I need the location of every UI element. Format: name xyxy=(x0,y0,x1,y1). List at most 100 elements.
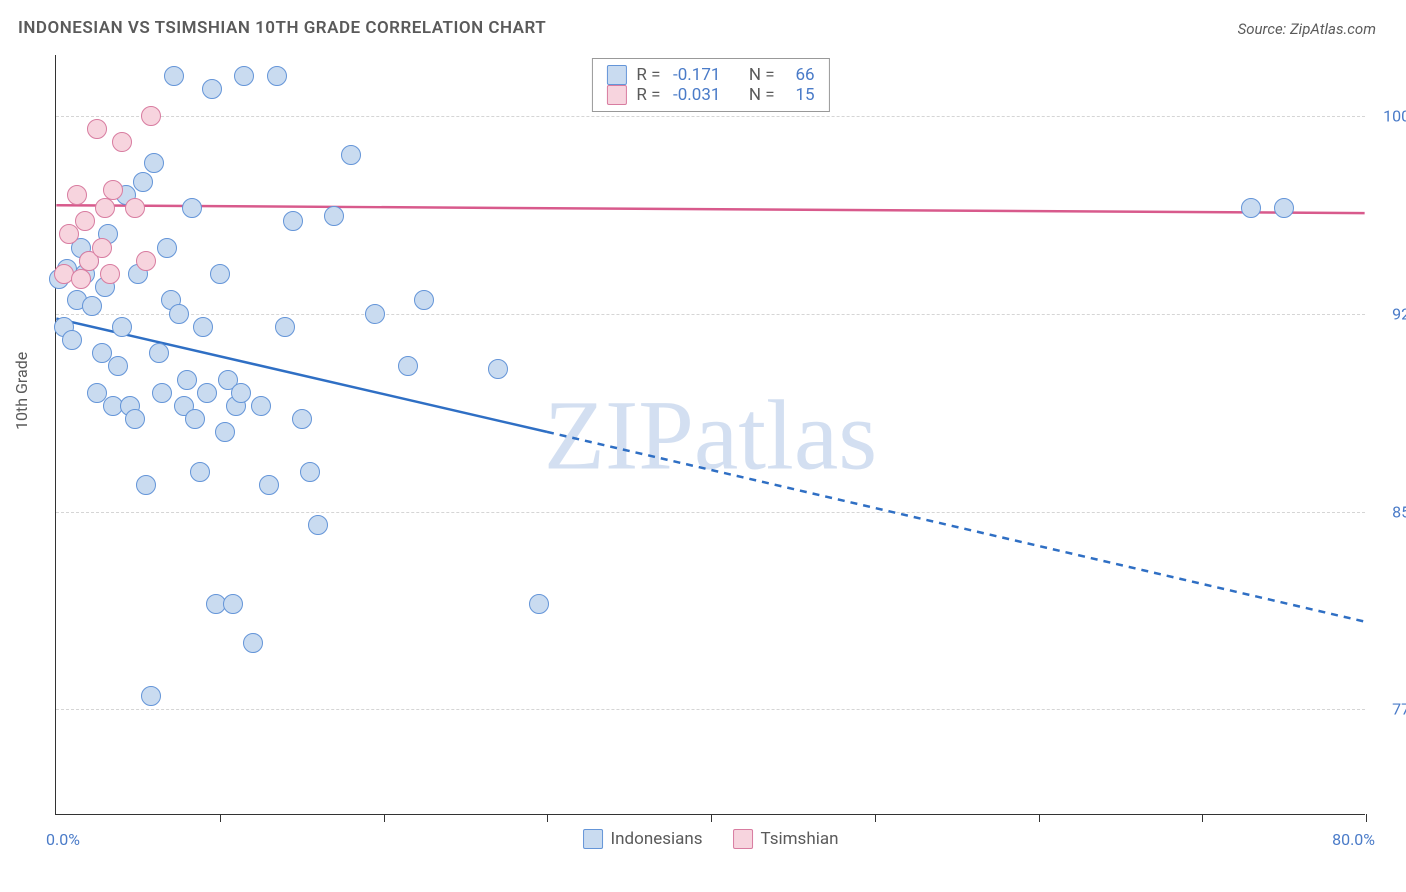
data-point xyxy=(136,251,156,271)
data-point xyxy=(1241,198,1261,218)
legend-swatch xyxy=(606,85,626,105)
data-point xyxy=(157,238,177,258)
data-point xyxy=(267,66,287,86)
gridline xyxy=(56,314,1365,315)
data-point xyxy=(59,224,79,244)
y-axis-label: 10th Grade xyxy=(12,352,31,430)
data-point xyxy=(223,594,243,614)
n-value: 66 xyxy=(785,65,815,85)
data-point xyxy=(185,409,205,429)
n-label: N = xyxy=(749,65,775,85)
x-tick xyxy=(384,814,385,822)
gridline xyxy=(56,116,1365,117)
source-credit: Source: ZipAtlas.com xyxy=(1238,20,1376,38)
data-point xyxy=(308,515,328,535)
x-tick xyxy=(547,814,548,822)
n-value: 15 xyxy=(785,85,815,105)
watermark: ZIPatlas xyxy=(544,377,877,492)
chart-title: INDONESIAN VS TSIMSHIAN 10TH GRADE CORRE… xyxy=(18,18,546,38)
data-point xyxy=(529,594,549,614)
correlation-legend: R = -0.171 N = 66 R = -0.031 N = 15 xyxy=(591,58,829,112)
data-point xyxy=(108,356,128,376)
legend-row: R = -0.171 N = 66 xyxy=(606,65,814,85)
x-tick xyxy=(1039,814,1040,822)
data-point xyxy=(215,422,235,442)
series-legend: Indonesians Tsimshian xyxy=(583,829,839,849)
data-point xyxy=(152,383,172,403)
data-point xyxy=(141,686,161,706)
data-point xyxy=(71,269,91,289)
data-point xyxy=(141,106,161,126)
r-value: -0.171 xyxy=(670,65,720,85)
data-point xyxy=(95,198,115,218)
data-point xyxy=(300,462,320,482)
data-point xyxy=(243,633,263,653)
data-point xyxy=(112,317,132,337)
data-point xyxy=(112,132,132,152)
data-point xyxy=(75,211,95,231)
gridline xyxy=(56,512,1365,513)
legend-swatch xyxy=(583,829,603,849)
data-point xyxy=(125,409,145,429)
data-point xyxy=(414,290,434,310)
legend-swatch xyxy=(733,829,753,849)
x-tick xyxy=(1366,814,1367,822)
data-point xyxy=(324,206,344,226)
legend-item: Tsimshian xyxy=(733,829,839,849)
legend-row: R = -0.031 N = 15 xyxy=(606,85,814,105)
data-point xyxy=(149,343,169,363)
x-tick xyxy=(875,814,876,822)
data-point xyxy=(82,296,102,316)
data-point xyxy=(398,356,418,376)
r-value: -0.031 xyxy=(670,85,720,105)
data-point xyxy=(169,304,189,324)
x-axis-max-label: 80.0% xyxy=(1332,830,1375,849)
trend-lines xyxy=(56,55,1365,814)
x-tick xyxy=(711,814,712,822)
data-point xyxy=(259,475,279,495)
data-point xyxy=(197,383,217,403)
data-point xyxy=(103,180,123,200)
legend-item: Indonesians xyxy=(583,829,703,849)
data-point xyxy=(164,66,184,86)
y-tick-label: 100.0% xyxy=(1375,106,1406,125)
legend-label: Indonesians xyxy=(611,829,703,849)
data-point xyxy=(488,359,508,379)
plot-area: 77.5%85.0%92.5%100.0% ZIPatlas R =-0.171… xyxy=(55,55,1365,815)
data-point xyxy=(231,383,251,403)
data-point xyxy=(92,238,112,258)
data-point xyxy=(67,185,87,205)
data-point xyxy=(62,330,82,350)
data-point xyxy=(87,119,107,139)
data-point xyxy=(182,198,202,218)
r-label: R = xyxy=(636,65,660,85)
data-point xyxy=(136,475,156,495)
y-tick-label: 77.5% xyxy=(1375,700,1406,719)
data-point xyxy=(193,317,213,337)
gridline xyxy=(56,709,1365,710)
data-point xyxy=(125,198,145,218)
data-point xyxy=(283,211,303,231)
legend-label: Tsimshian xyxy=(761,829,839,849)
x-axis-min-label: 0.0% xyxy=(46,830,80,849)
y-tick-label: 85.0% xyxy=(1375,502,1406,521)
n-label: N = xyxy=(749,85,775,105)
y-tick-label: 92.5% xyxy=(1375,304,1406,323)
x-tick xyxy=(220,814,221,822)
data-point xyxy=(1274,198,1294,218)
data-point xyxy=(234,66,254,86)
data-point xyxy=(210,264,230,284)
data-point xyxy=(341,145,361,165)
data-point xyxy=(133,172,153,192)
data-point xyxy=(100,264,120,284)
data-point xyxy=(365,304,385,324)
x-tick xyxy=(1202,814,1203,822)
data-point xyxy=(144,153,164,173)
data-point xyxy=(177,370,197,390)
data-point xyxy=(275,317,295,337)
data-point xyxy=(202,79,222,99)
legend-swatch xyxy=(606,65,626,85)
data-point xyxy=(190,462,210,482)
data-point xyxy=(292,409,312,429)
r-label: R = xyxy=(636,85,660,105)
